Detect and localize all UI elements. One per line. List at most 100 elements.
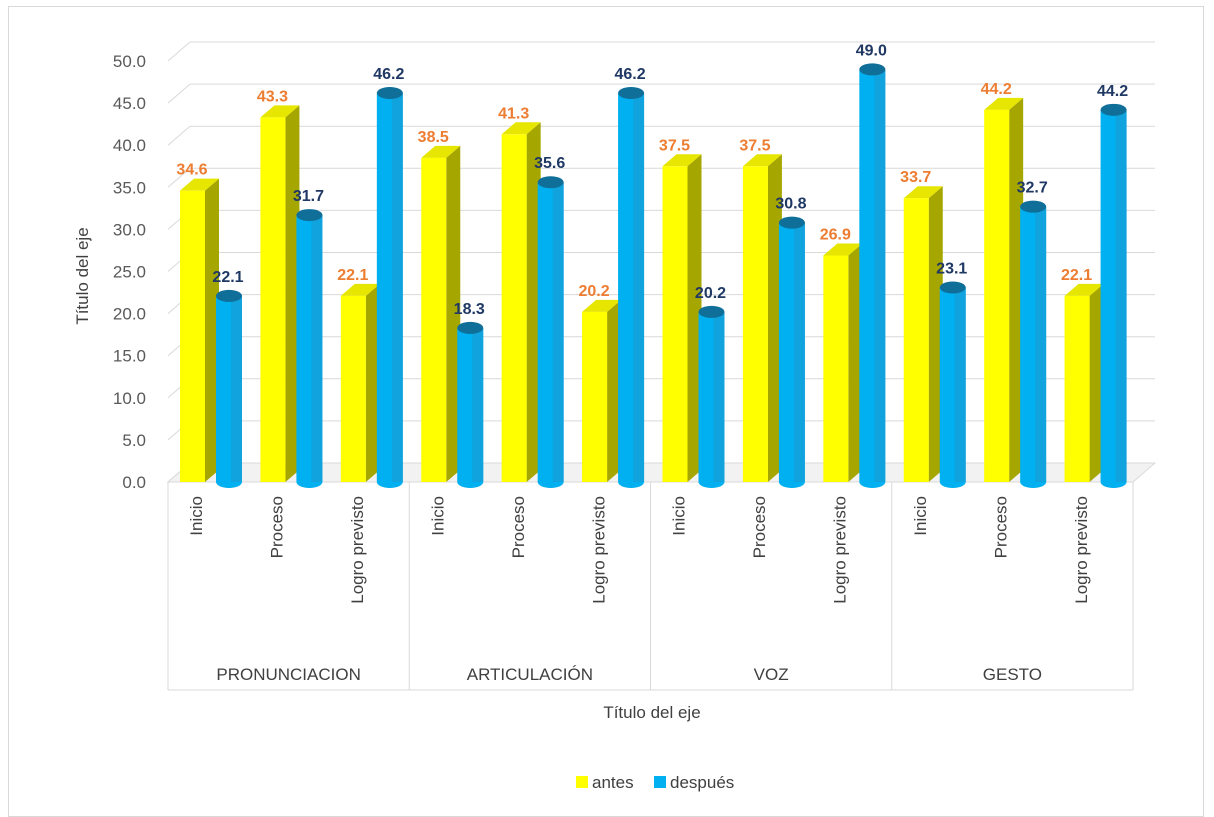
bar-top xyxy=(180,178,219,191)
bar-shade xyxy=(1115,109,1127,482)
category-label: Logro previsto xyxy=(348,496,367,604)
bar-antes xyxy=(260,117,286,482)
bar-shade xyxy=(1035,206,1047,482)
bar-antes xyxy=(501,134,527,482)
y-tick-label: 50.0 xyxy=(113,52,146,71)
y-tick-label: 35.0 xyxy=(113,178,146,197)
data-label: 18.3 xyxy=(454,301,485,318)
bar-side xyxy=(1089,283,1104,482)
group-label: ARTICULACIÓN xyxy=(467,665,593,684)
bar-top xyxy=(421,145,461,158)
bar-side xyxy=(1009,97,1024,482)
bar-side xyxy=(607,299,622,482)
data-label: 22.1 xyxy=(212,269,243,286)
bar-shade xyxy=(472,327,484,482)
bar-antes xyxy=(662,166,688,482)
legend-label: antes xyxy=(592,773,634,792)
bar-cap xyxy=(859,63,886,76)
bar-antes xyxy=(823,255,849,482)
bar-top xyxy=(1064,283,1104,296)
bar-side xyxy=(848,243,863,482)
data-label: 23.1 xyxy=(936,260,967,277)
gridline-side xyxy=(167,41,191,62)
y-axis-title: Título del eje xyxy=(73,227,92,324)
bar-cap xyxy=(618,86,645,99)
bar-top xyxy=(984,97,1024,110)
data-label: 46.2 xyxy=(373,66,404,83)
category-label: Logro previsto xyxy=(589,496,608,604)
bar-shade xyxy=(231,295,242,482)
data-label: 37.5 xyxy=(739,137,770,154)
bar-cap xyxy=(537,176,564,189)
bar-shade xyxy=(713,311,725,482)
category-label: Proceso xyxy=(750,496,769,558)
bar-top xyxy=(823,243,863,256)
bar-antes xyxy=(180,190,205,482)
bar-cap xyxy=(939,281,966,294)
bar-cap xyxy=(1020,200,1047,213)
bar-shade xyxy=(311,215,323,482)
data-label: 37.5 xyxy=(659,137,690,154)
data-label: 43.3 xyxy=(257,88,288,105)
bar-cap xyxy=(457,321,484,334)
bar-shade xyxy=(793,222,805,482)
legend: antes después xyxy=(576,773,734,792)
category-label: Inicio xyxy=(428,496,447,536)
bar-side xyxy=(446,145,461,482)
legend-label: después xyxy=(670,773,734,792)
category-label: Inicio xyxy=(911,496,930,536)
data-label: 20.2 xyxy=(579,283,610,300)
y-tick-label: 10.0 xyxy=(113,389,146,408)
bar-top xyxy=(582,299,622,312)
gridline-side xyxy=(167,83,191,104)
data-label: 30.8 xyxy=(775,196,806,213)
data-label: 33.7 xyxy=(900,169,931,186)
data-label: 26.9 xyxy=(820,227,851,244)
category-label: Proceso xyxy=(509,496,528,558)
bar-side xyxy=(767,154,782,482)
data-label: 41.3 xyxy=(498,105,529,122)
group-label: PRONUNCIACION xyxy=(216,665,361,684)
bar-top xyxy=(662,154,702,167)
data-label: 35.6 xyxy=(534,155,565,172)
category-label: Proceso xyxy=(991,496,1010,558)
x-axis-categories: Inicio Proceso Logro previsto PRONUNCIACION… xyxy=(167,482,1134,691)
bar-cap xyxy=(698,305,725,318)
legend-swatch-después xyxy=(654,776,666,788)
y-tick-label: 0.0 xyxy=(122,473,146,492)
y-tick-label: 40.0 xyxy=(113,136,146,155)
bar-side xyxy=(526,122,541,482)
bar-antes xyxy=(340,295,366,482)
category-label: Logro previsto xyxy=(831,496,850,604)
bar-cap xyxy=(296,209,323,222)
group-label: GESTO xyxy=(983,665,1042,684)
y-tick-label: 30.0 xyxy=(113,220,146,239)
data-label: 22.1 xyxy=(337,267,368,284)
bar-side xyxy=(365,283,380,482)
y-tick-label: 20.0 xyxy=(113,305,146,324)
bar-shade xyxy=(391,92,403,482)
bar-top xyxy=(260,105,300,118)
y-tick-label: 5.0 xyxy=(122,431,146,450)
data-label: 32.7 xyxy=(1017,180,1048,197)
bar-cap xyxy=(216,289,242,302)
data-label: 38.5 xyxy=(418,129,449,146)
bar-side xyxy=(928,186,943,482)
bar-shade xyxy=(552,182,564,483)
bar-top xyxy=(501,122,541,135)
bar-shade xyxy=(954,287,966,482)
data-label: 44.2 xyxy=(981,81,1012,98)
bar-side xyxy=(285,105,300,482)
group-label: VOZ xyxy=(754,665,789,684)
bar-antes xyxy=(903,198,929,482)
bar-cap xyxy=(1100,103,1127,116)
gridline-side xyxy=(167,167,191,188)
bar-antes xyxy=(421,157,447,482)
bar-cap xyxy=(778,216,805,229)
data-label: 34.6 xyxy=(176,162,207,179)
bar-side xyxy=(205,178,219,482)
bar-side xyxy=(687,154,702,482)
bar-antes xyxy=(1064,295,1090,482)
bars xyxy=(180,63,1127,489)
